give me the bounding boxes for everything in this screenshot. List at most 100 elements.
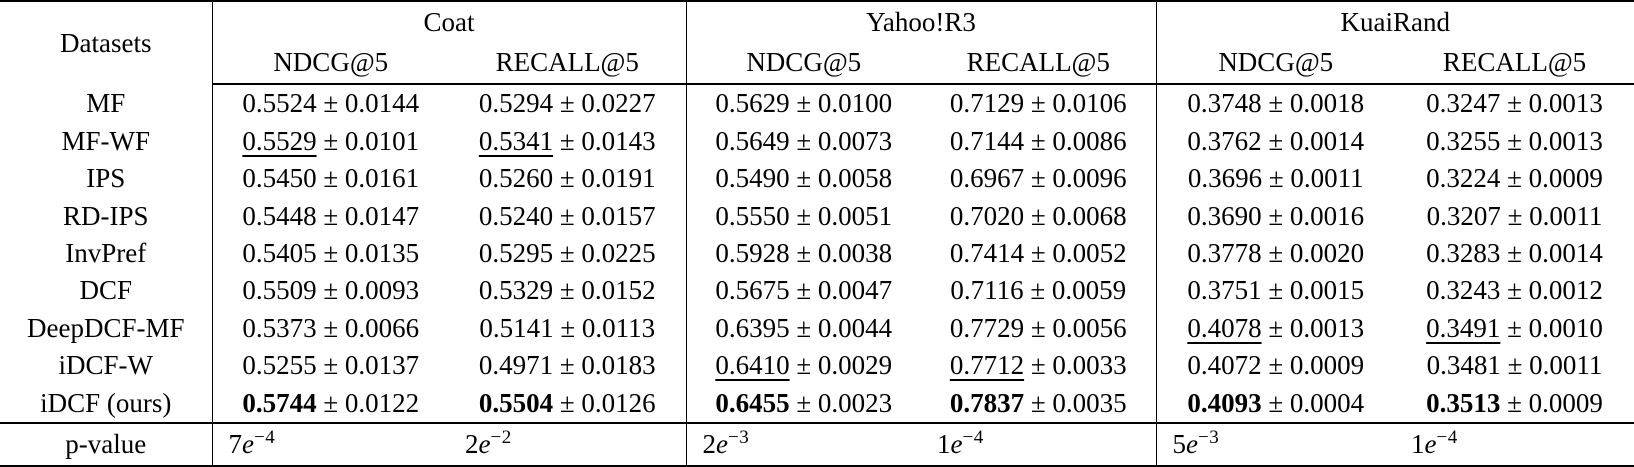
mean-value: 0.5649: [715, 125, 790, 156]
metric-value-cell: 0.6395 ± 0.0044: [686, 310, 921, 347]
metric-value-cell: 0.6455 ± 0.0023: [686, 385, 921, 423]
metric-value-cell: 0.5141 ± 0.0113: [449, 309, 687, 348]
method-label: DCF: [0, 272, 213, 310]
method-label: RD-IPS: [0, 197, 213, 235]
metric-value-cell: 0.5450 ± 0.0161: [212, 160, 449, 197]
mean-value: 0.5928: [715, 237, 790, 268]
metric-value-cell: 0.6410 ± 0.0029: [686, 347, 921, 384]
std-value: ± 0.0126: [553, 387, 656, 418]
metric-value-cell: 0.5529 ± 0.0101: [212, 122, 449, 159]
metric-header-coat-recall: RECALL@5: [449, 42, 687, 85]
method-row: iDCF-W 0.5255 ± 0.0137 0.4971 ± 0.0183 0.64…: [0, 347, 1634, 385]
method-row: RD-IPS 0.5448 ± 0.0147 0.5240 ± 0.0157 0.55…: [0, 197, 1634, 235]
p-value-e: e: [950, 429, 963, 459]
std-value: ± 0.0020: [1261, 237, 1365, 268]
mean-value: 0.4072: [1187, 350, 1262, 381]
metric-value-cell: 0.3283 ± 0.0014: [1395, 235, 1634, 272]
std-value: ± 0.0152: [553, 275, 656, 306]
metric-value-cell: 0.3778 ± 0.0020: [1156, 235, 1395, 272]
metric-value-cell: 0.5329 ± 0.0152: [449, 272, 687, 310]
metric-value-cell: 0.5448 ± 0.0147: [212, 197, 449, 234]
p-value-e: e: [1424, 429, 1437, 459]
p-value-base: 1: [937, 429, 951, 459]
mean-value: 0.6455: [715, 387, 790, 418]
method-label: InvPref: [0, 234, 213, 273]
p-value-e: e: [478, 429, 491, 459]
p-value-exponent: −4: [253, 427, 276, 448]
mean-value: 0.3762: [1187, 125, 1262, 156]
metric-value-cell: 0.3751 ± 0.0015: [1156, 272, 1395, 309]
std-value: ± 0.0183: [553, 350, 656, 381]
metric-value-cell: 0.5509 ± 0.0093: [212, 272, 449, 309]
metric-value-cell: 0.3255 ± 0.0013: [1395, 122, 1634, 159]
std-value: ± 0.0100: [789, 88, 893, 119]
metric-value-cell: 0.4078 ± 0.0013: [1156, 310, 1395, 347]
std-value: ± 0.0096: [1024, 163, 1127, 194]
metric-value-cell: 0.7129 ± 0.0106: [921, 84, 1157, 123]
mean-value: 0.5373: [242, 312, 317, 343]
p-value-cell: 7e−4: [212, 422, 449, 466]
p-value-e: e: [1186, 429, 1198, 459]
std-value: ± 0.0068: [1024, 200, 1127, 231]
metric-value-cell: 0.3481 ± 0.0011: [1395, 347, 1634, 384]
std-value: ± 0.0143: [553, 125, 656, 156]
mean-value: 0.5260: [478, 163, 554, 194]
std-value: ± 0.0113: [553, 312, 656, 343]
mean-value: 0.3696: [1187, 163, 1263, 194]
mean-value: 0.4093: [1187, 387, 1262, 418]
mean-value: 0.3491: [1426, 312, 1501, 343]
metric-value-cell: 0.5629 ± 0.0100: [686, 84, 921, 122]
std-value: ± 0.0056: [1024, 312, 1127, 343]
metric-value-cell: 0.5675 ± 0.0047: [686, 272, 921, 309]
mean-value: 0.3690: [1187, 200, 1262, 231]
mean-value: 0.7144: [949, 125, 1025, 156]
std-value: ± 0.0093: [316, 275, 420, 306]
metric-value-cell: 0.5240 ± 0.0157: [449, 197, 687, 235]
mean-value: 0.3778: [1187, 237, 1262, 268]
mean-value: 0.7020: [949, 200, 1025, 231]
method-label: iDCF (ours): [0, 384, 213, 423]
metric-value-cell: 0.5744 ± 0.0122: [212, 385, 449, 423]
std-value: ± 0.0059: [1023, 275, 1127, 306]
mean-value: 0.6395: [715, 312, 790, 343]
mean-value: 0.3751: [1187, 275, 1262, 306]
metric-header-yahoo-recall: RECALL@5: [921, 42, 1157, 85]
mean-value: 0.5448: [242, 200, 317, 231]
method-label: iDCF-W: [0, 347, 213, 385]
std-value: ± 0.0157: [553, 200, 656, 231]
metric-header-kuairand-recall: RECALL@5: [1395, 42, 1634, 85]
p-value-e: e: [716, 429, 728, 459]
mean-value: 0.3247: [1426, 88, 1501, 119]
mean-value: 0.5295: [478, 237, 554, 268]
std-value: ± 0.0029: [789, 350, 893, 381]
std-value: ± 0.0023: [789, 387, 893, 418]
mean-value: 0.7414: [949, 237, 1025, 268]
std-value: ± 0.0014: [1261, 125, 1365, 156]
metric-value-cell: 0.4971 ± 0.0183: [449, 347, 687, 385]
method-row: IPS 0.5450 ± 0.0161 0.5260 ± 0.0191 0.5490 …: [0, 159, 1634, 198]
p-value-e: e: [242, 429, 254, 459]
mean-value: 0.5450: [242, 163, 317, 194]
std-value: ± 0.0051: [789, 200, 893, 231]
mean-value: 0.7712: [949, 350, 1025, 381]
p-value-cell: 5e−3: [1156, 422, 1395, 466]
method-row: iDCF (ours) 0.5744 ± 0.0122 0.5504 ± 0.012…: [0, 384, 1634, 423]
p-value-exponent: −2: [490, 427, 512, 448]
method-label: IPS: [0, 159, 213, 198]
metric-header-row: NDCG@5 RECALL@5 NDCG@5 RECALL@5 NDCG@5 R…: [0, 42, 1634, 85]
std-value: ± 0.0106: [1024, 88, 1127, 119]
std-value: ± 0.0066: [316, 312, 420, 343]
metric-header-coat-ndcg: NDCG@5: [212, 42, 449, 85]
std-value: ± 0.0033: [1024, 350, 1127, 381]
std-value: ± 0.0044: [789, 312, 893, 343]
std-value: ± 0.0101: [316, 125, 420, 156]
std-value: ± 0.0052: [1024, 237, 1127, 268]
mean-value: 0.4971: [478, 350, 554, 381]
mean-value: 0.3283: [1426, 237, 1501, 268]
std-value: ± 0.0016: [1261, 200, 1365, 231]
method-label: MF: [0, 84, 213, 123]
std-value: ± 0.0013: [1261, 312, 1365, 343]
mean-value: 0.7129: [949, 88, 1025, 119]
